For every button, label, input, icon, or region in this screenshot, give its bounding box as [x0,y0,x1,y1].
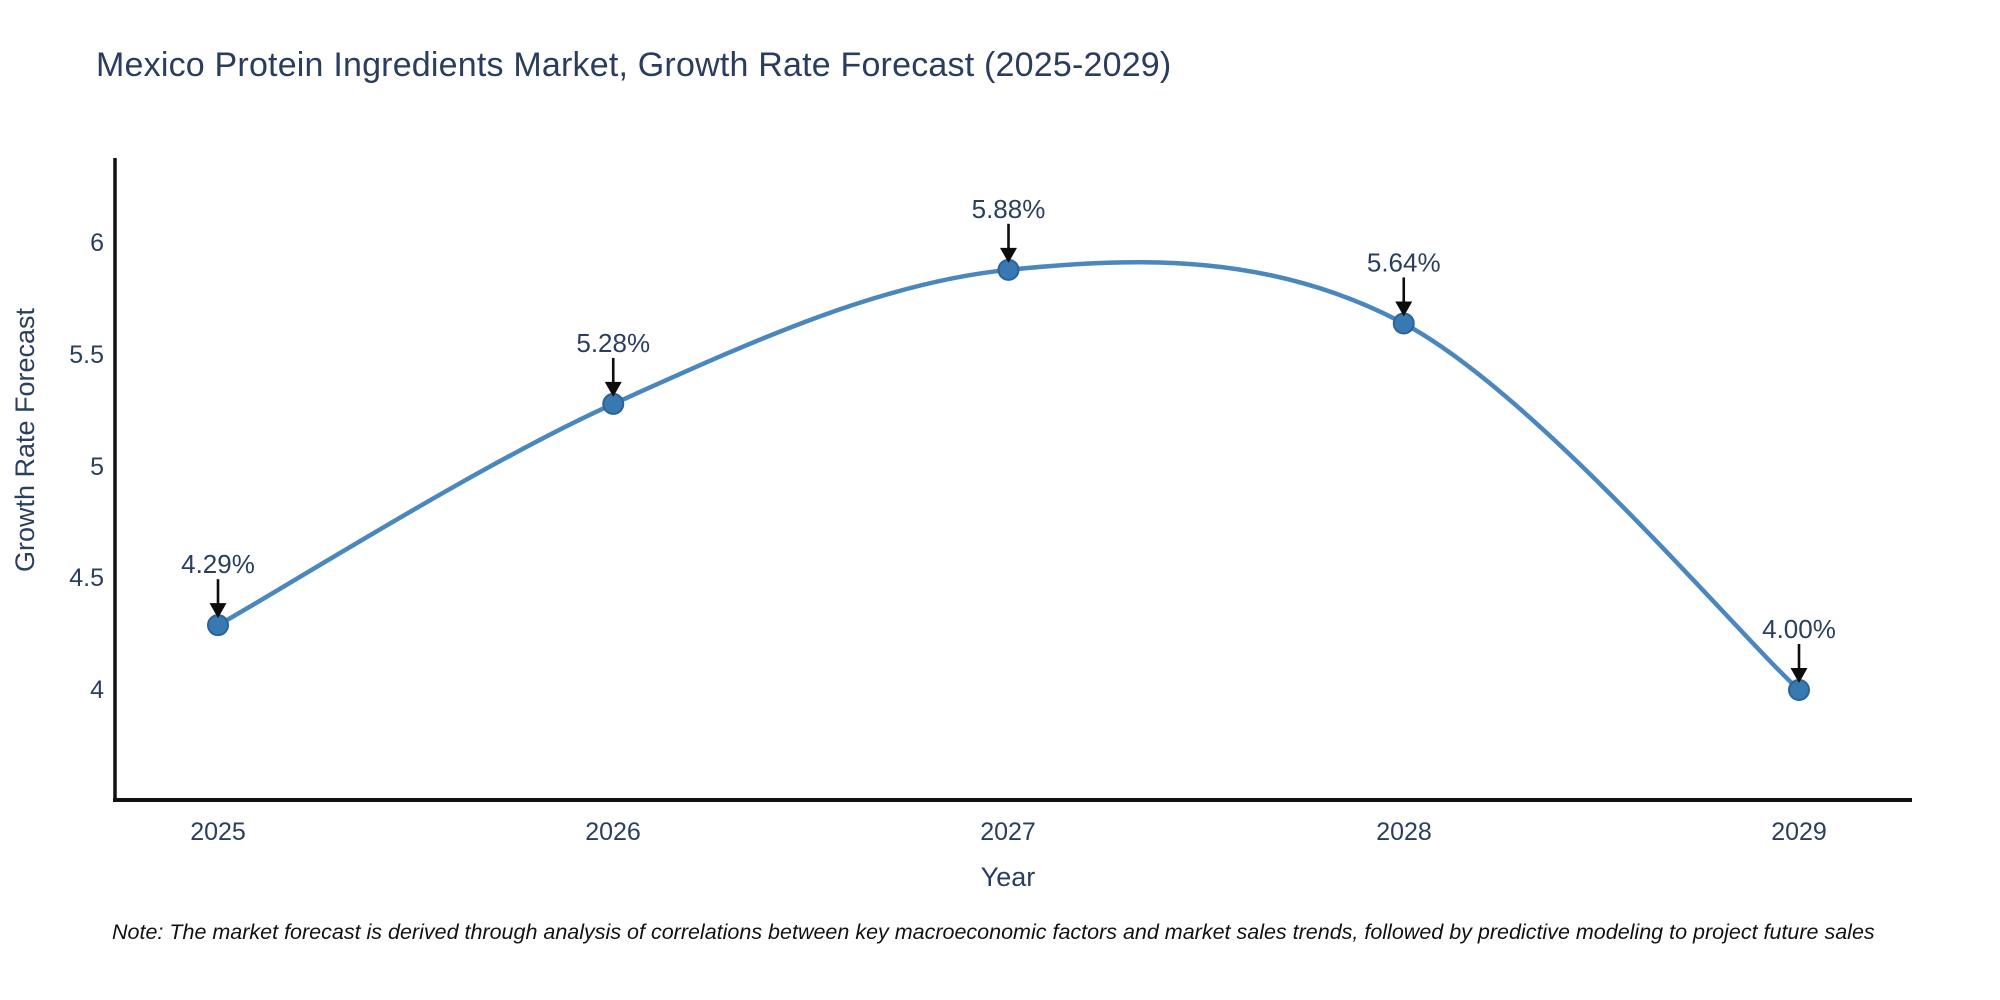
point-label: 5.64% [1367,247,1441,277]
footnote: Note: The market forecast is derived thr… [112,920,1875,944]
point-label: 4.29% [181,549,255,579]
x-tick-label: 2029 [1771,818,1827,846]
series-line [215,259,1802,693]
y-axis-title: Growth Rate Forecast [10,307,40,572]
y-tick-label: 4.5 [69,564,104,592]
point-label: 5.88% [972,194,1046,224]
y-tick-label: 5 [90,453,104,481]
y-tick-label: 6 [90,229,104,257]
x-tick-label: 2027 [980,818,1036,846]
y-tick-label: 4 [90,676,104,704]
annotation-arrow-head [1395,301,1413,317]
x-axis-title: Year [981,862,1036,892]
x-tick-label: 2026 [585,818,641,846]
point-label: 4.00% [1762,614,1836,644]
line-series: 4.29% 5.28% 5.88% 5.64% 4.00% [181,194,1836,701]
x-tick-label: 2028 [1376,818,1432,846]
x-tick-label: 2025 [190,818,246,846]
chart-title: Mexico Protein Ingredients Market, Growt… [96,46,1172,84]
annotation-arrow-head [209,603,227,619]
point-label: 5.28% [576,328,650,358]
annotation-arrow-head [1790,668,1808,683]
annotation-arrow-head [1000,247,1017,263]
y-tick-label: 5.5 [69,341,104,369]
annotation-arrow-head [604,381,622,397]
